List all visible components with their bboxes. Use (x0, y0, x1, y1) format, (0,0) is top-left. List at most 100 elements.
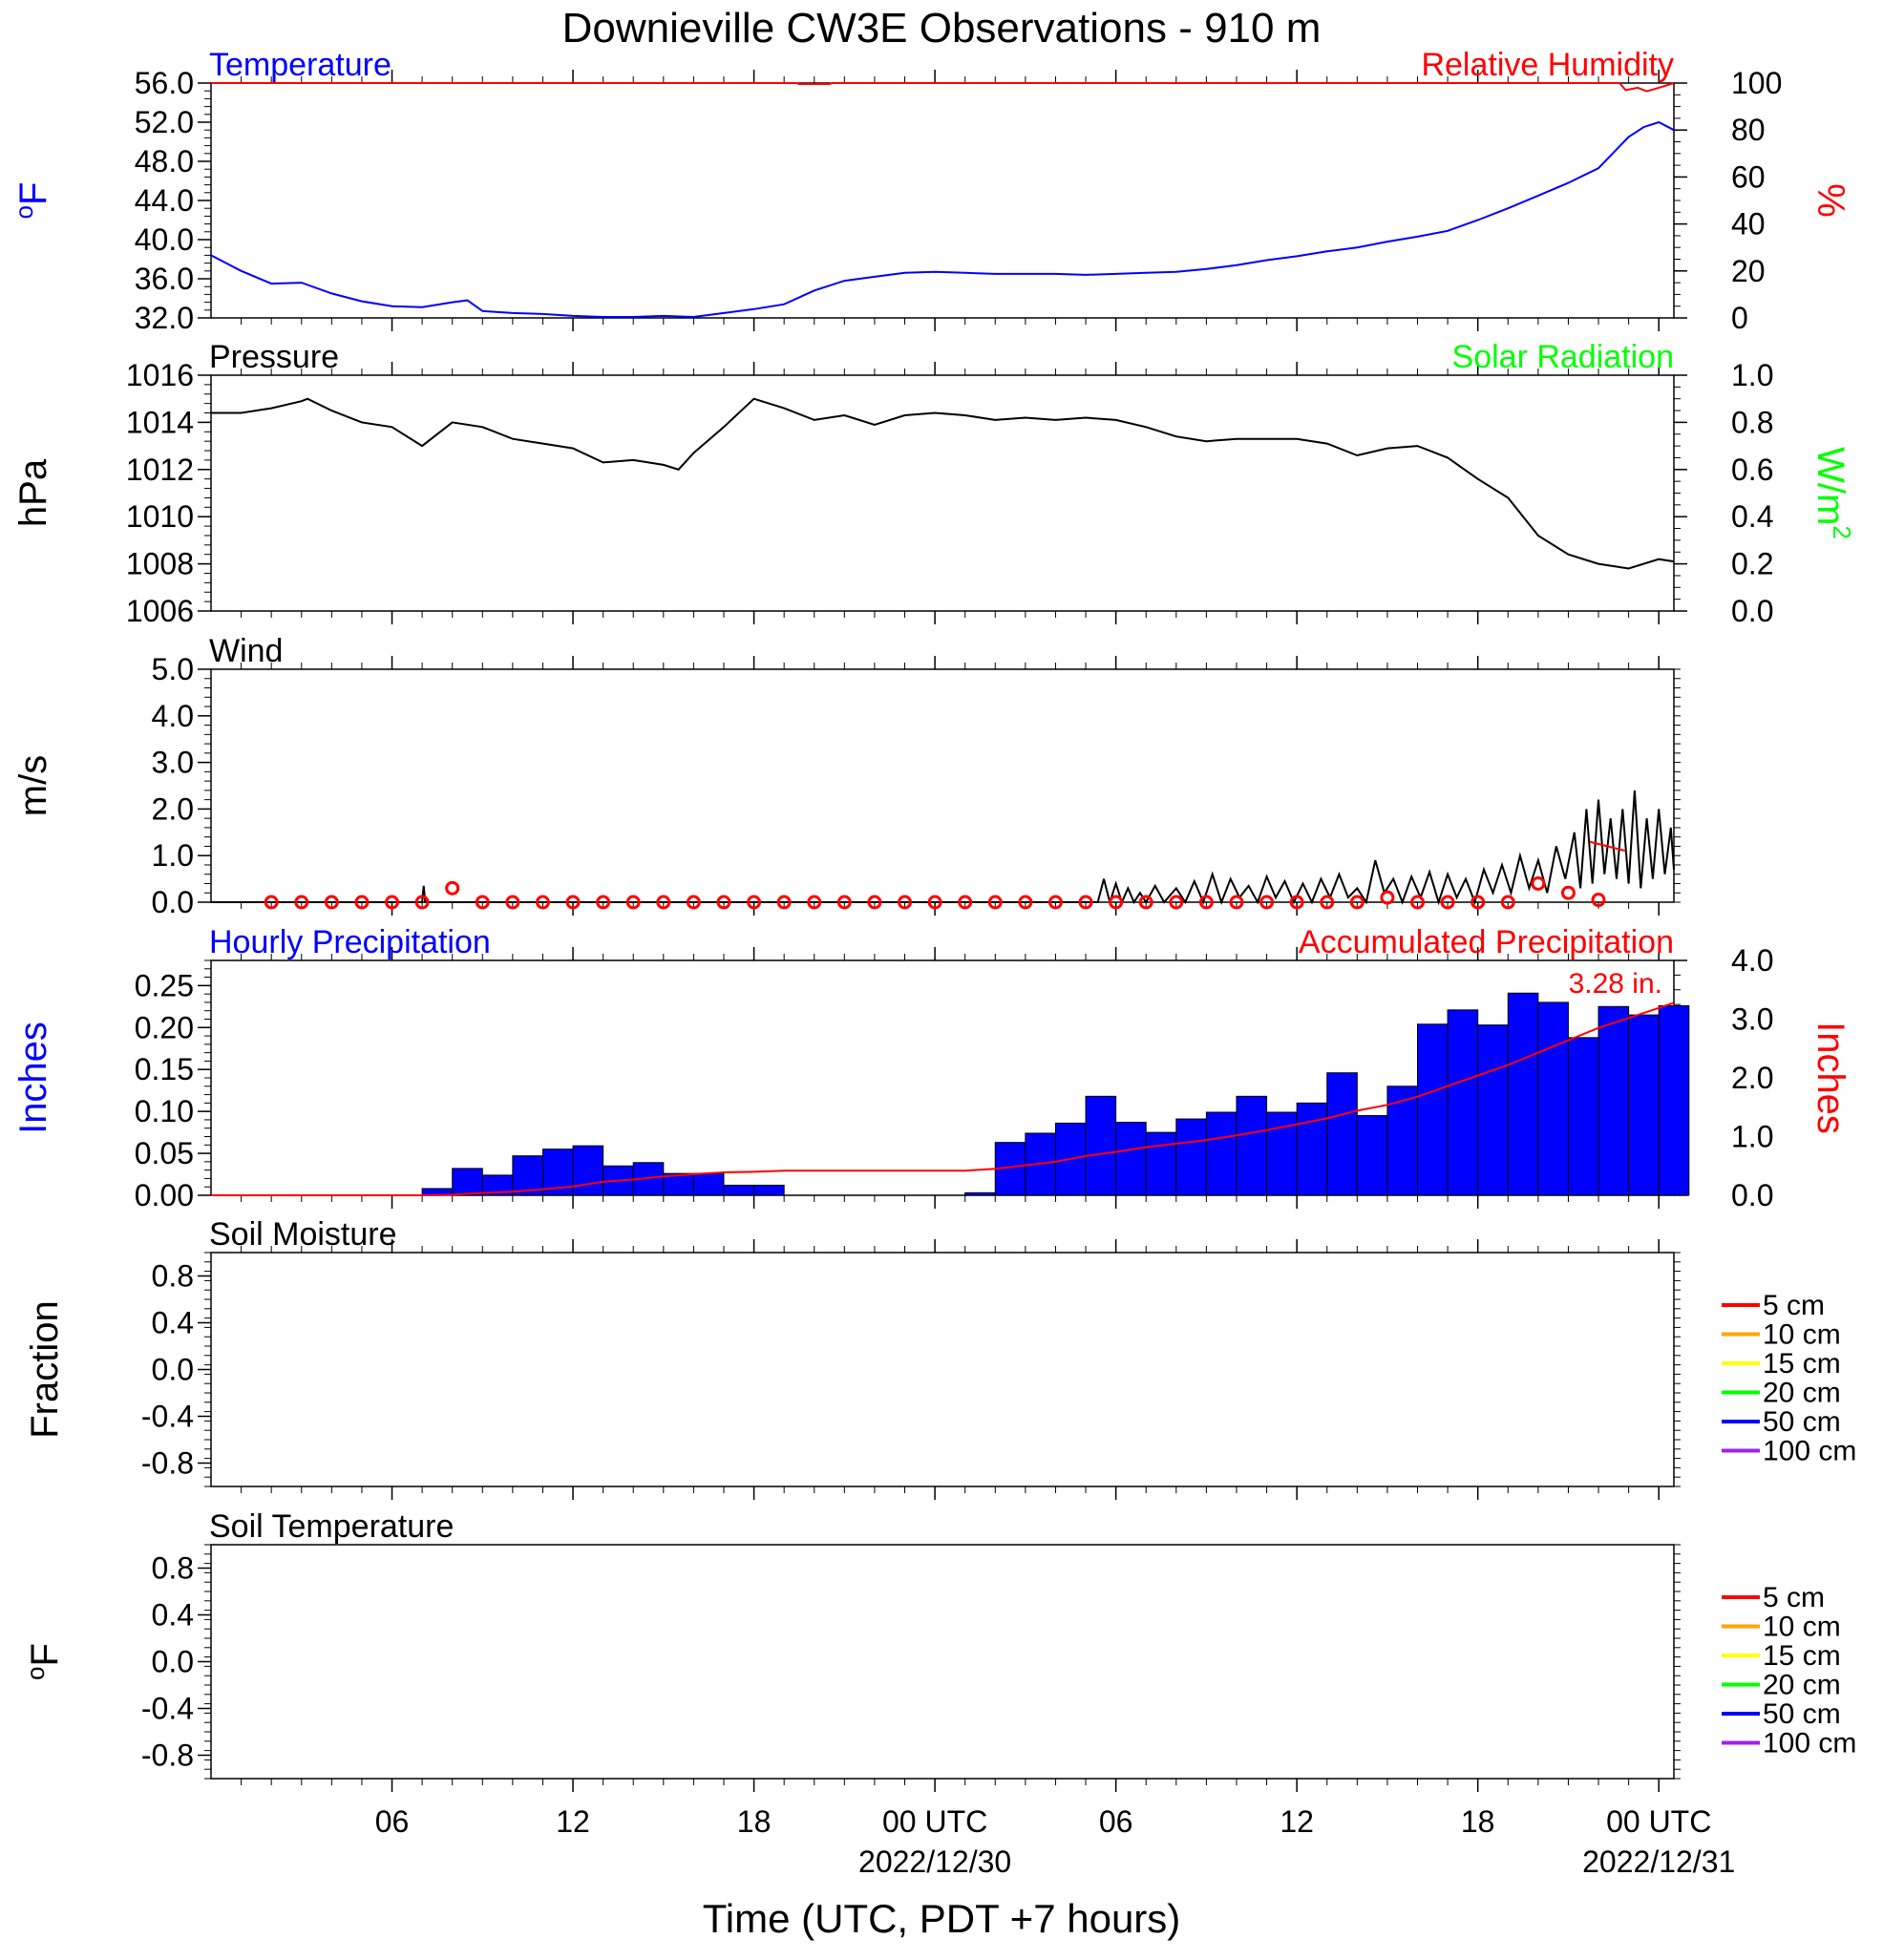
soil-moisture-title-left: Soil Moisture (209, 1216, 397, 1253)
pressure-ytick-label: 1010 (126, 499, 194, 534)
wind-plot-frame (210, 668, 1675, 903)
pressure-title-left: Pressure (209, 339, 339, 375)
wind-ylabel-left-group: m/s (12, 755, 54, 816)
soil-moisture-ylabel-left: Fraction (24, 1300, 66, 1439)
precip-bar (1447, 1009, 1479, 1196)
wind-hourly-marker (836, 895, 852, 910)
temperature-plot-frame (210, 82, 1675, 319)
temperature-y2tick-label: 60 (1731, 159, 1766, 194)
wind-hourly-marker (535, 895, 550, 910)
precip-bar (964, 1191, 996, 1196)
wind-hourly-marker (987, 895, 1003, 910)
wind-hourly-marker (385, 895, 400, 910)
soil-temperature-ytick-label: -0.4 (141, 1692, 194, 1726)
precip-ylabel-right-group: Inches (1809, 1022, 1851, 1134)
wind-hourly-marker (807, 895, 822, 910)
temperature-ytick-label: 44.0 (135, 183, 194, 218)
wind-hourly-marker (1410, 895, 1426, 910)
wind-hourly-marker (596, 895, 611, 910)
soil-temperature-legend-label: 15 cm (1763, 1640, 1841, 1672)
wind-ytick-label: 4.0 (152, 699, 194, 733)
soil-temperature-title-left: Soil Temperature (209, 1508, 454, 1545)
wind-hourly-marker (324, 895, 339, 910)
temperature-ylabel-left-group: oF (10, 182, 54, 220)
wind-hourly-marker (1109, 895, 1124, 910)
wind-hourly-marker (1470, 895, 1486, 910)
wind-hourly-marker (927, 895, 942, 910)
wind-hourly-marker (1349, 895, 1365, 910)
wind-hourly-marker (1320, 895, 1335, 910)
precip-bar (1296, 1102, 1328, 1196)
xtick-label: 00 UTC (1606, 1804, 1711, 1839)
precip-bar (1628, 1014, 1660, 1196)
soil-moisture-ytick-label: 0.0 (152, 1353, 194, 1387)
precip-bar (1115, 1122, 1147, 1196)
temperature-ytick-label: 36.0 (135, 262, 194, 296)
soil-moisture-legend-label: 10 cm (1763, 1319, 1841, 1351)
precip-bar (1356, 1115, 1388, 1196)
wind-hourly-marker (1078, 895, 1093, 910)
wind-hourly-marker (958, 895, 973, 910)
temperature-title-left: Temperature (209, 47, 391, 83)
wind-hourly-marker (625, 895, 641, 910)
wind-hourly-marker (1138, 895, 1153, 910)
wind-hourly-marker (264, 895, 279, 910)
temperature-y2tick-label: 100 (1731, 66, 1782, 100)
temperature-ytick-label: 52.0 (135, 105, 194, 139)
precip-bar (692, 1172, 725, 1196)
wind-hourly-marker (716, 895, 731, 910)
temperature-ytick-label: 56.0 (135, 66, 194, 100)
precip-bar (1417, 1023, 1449, 1196)
pressure-y2tick-label: 0.2 (1731, 547, 1773, 581)
wind-hourly-marker (1169, 895, 1184, 910)
precip-bar (1386, 1085, 1419, 1196)
wind-hourly-marker (1259, 895, 1275, 910)
wind-hourly-marker (1440, 895, 1455, 910)
soil-temperature-ylabel-left: oF (21, 1643, 66, 1680)
precip-bar (572, 1145, 604, 1196)
wind-series-wind-speed (211, 790, 1675, 906)
precip-ylabel-left: Inches (12, 1022, 54, 1134)
soil-moisture-ytick-label: -0.8 (141, 1446, 194, 1481)
wind-hourly-marker (1500, 895, 1515, 910)
soil-temperature-ytick-label: 0.8 (152, 1551, 194, 1586)
soil-temperature-legend-label: 10 cm (1763, 1612, 1841, 1643)
precip-ytick-label: 0.10 (135, 1094, 194, 1128)
precip-bar (1507, 992, 1539, 1196)
temperature-y2tick-label: 80 (1731, 113, 1766, 147)
pressure-ytick-label: 1016 (126, 358, 194, 392)
wind-hourly-marker (747, 895, 762, 910)
precip-ylabel-left-group: Inches (12, 1022, 54, 1134)
pressure-ylabel-left: hPa (12, 458, 54, 527)
temperature-y2tick-label: 20 (1731, 254, 1766, 288)
temperature-ytick-label: 48.0 (135, 144, 194, 179)
precip-series-accumulated-precipitation (211, 1001, 1675, 1196)
precip-bar (1085, 1095, 1117, 1196)
soil-temperature-plot-frame (210, 1544, 1675, 1780)
wind-ytick-label: 2.0 (152, 791, 194, 826)
pressure-ylabel-right: W/m2 (1809, 447, 1856, 539)
soil-moisture-legend-label: 100 cm (1763, 1436, 1856, 1467)
precip-title-right: Accumulated Precipitation (1299, 924, 1674, 960)
temperature-ylabel-left-sup: o (10, 205, 38, 219)
pressure-ylabel-left-group: hPa (12, 458, 54, 527)
wind-hourly-marker (475, 895, 490, 910)
wind-hourly-marker (1531, 875, 1546, 891)
wind-hourly-marker (1047, 895, 1063, 910)
wind-ytick-label: 5.0 (152, 652, 194, 686)
wind-hourly-marker (294, 895, 309, 910)
temperature-ylabel-right: % (1809, 183, 1851, 218)
precip-y2tick-label: 3.0 (1731, 1002, 1773, 1037)
soil-moisture-ytick-label: 0.4 (152, 1306, 194, 1340)
soil-temperature-ytick-label: -0.8 (141, 1739, 194, 1773)
temperature-title-right: Relative Humidity (1421, 47, 1674, 83)
pressure-y2tick-label: 0.6 (1731, 453, 1773, 487)
precip-bar (1537, 1001, 1569, 1196)
precip-ytick-label: 0.15 (135, 1052, 194, 1086)
precip-ytick-label: 0.00 (135, 1178, 194, 1212)
soil-temperature-legend-label: 50 cm (1763, 1698, 1841, 1730)
precip-bar (1658, 1004, 1690, 1196)
temperature-ytick-label: 32.0 (135, 301, 194, 335)
pressure-plot-frame (210, 374, 1675, 612)
wind-hourly-marker (1380, 890, 1395, 905)
